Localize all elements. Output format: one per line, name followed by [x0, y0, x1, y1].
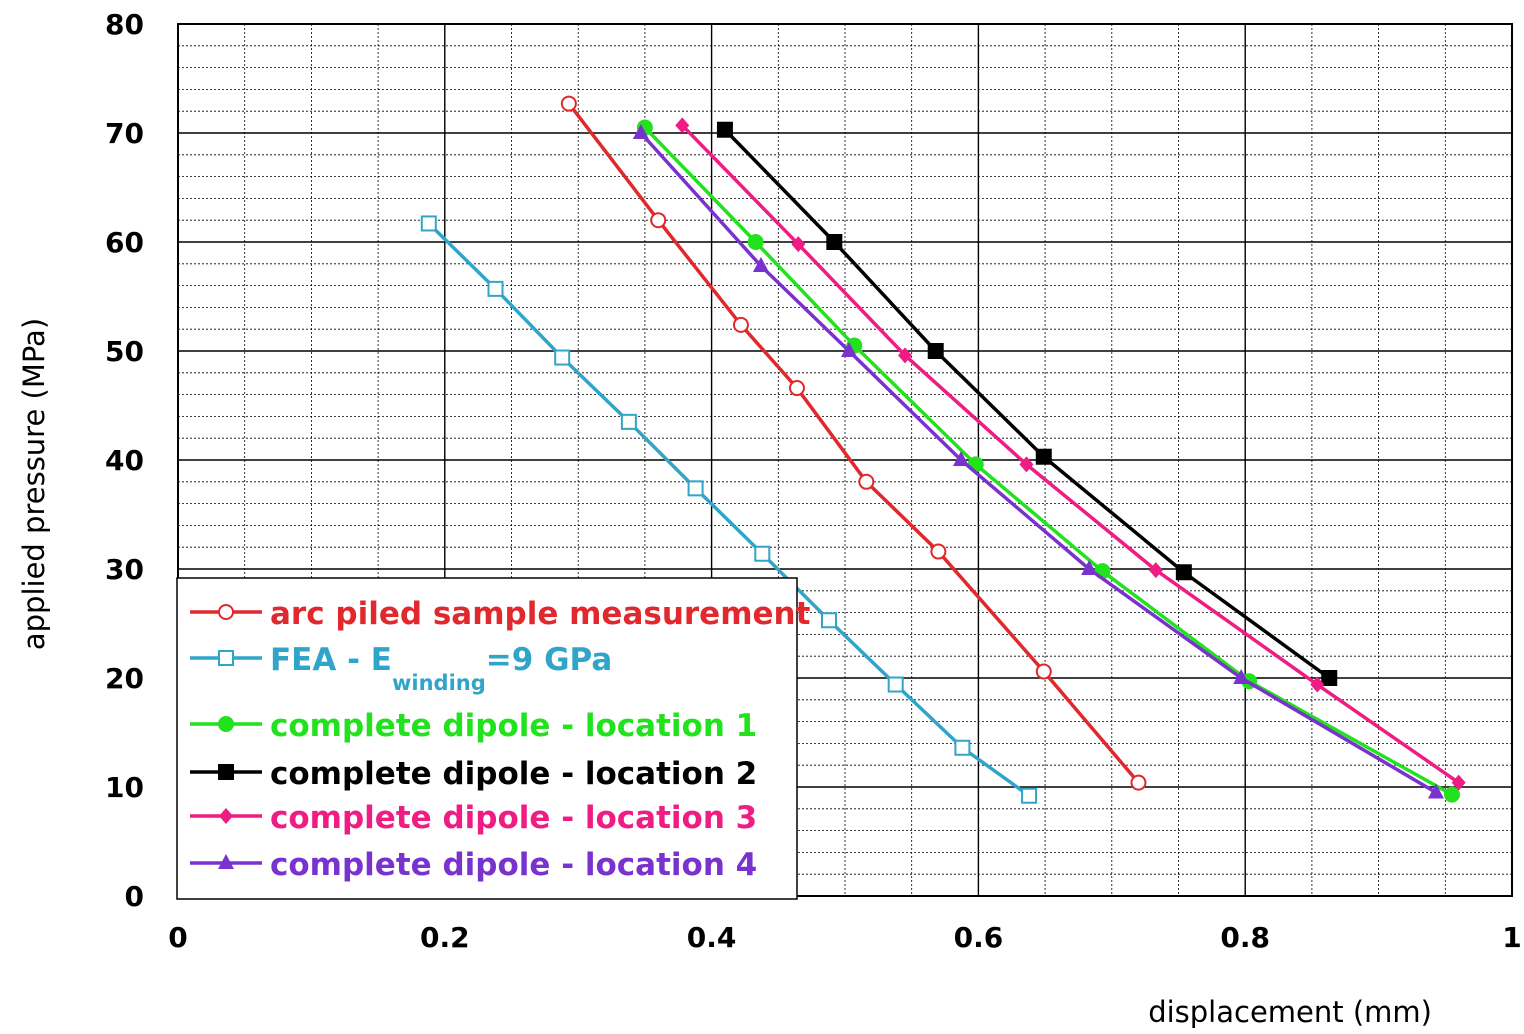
data-point	[1035, 663, 1052, 680]
data-point	[1443, 786, 1460, 803]
y-axis-label: applied pressure (MPa)	[17, 318, 51, 650]
data-point	[1148, 562, 1163, 579]
legend-marker	[218, 650, 234, 666]
x-tick-label: 0.4	[687, 921, 737, 954]
y-axis-ticks: 0 10 20 30 40 50 60 70 80	[105, 8, 144, 913]
data-point	[887, 676, 904, 693]
y-tick-label: 10	[105, 771, 144, 804]
legend-entry: complete dipole - location 2	[190, 756, 757, 792]
series-layer	[420, 95, 1466, 804]
series-1	[560, 95, 1147, 791]
legend-label-suffix: =9 GPa	[486, 642, 613, 678]
series-line	[681, 124, 1460, 785]
y-tick-label: 70	[105, 117, 144, 150]
legend-label: complete dipole - location 3	[270, 800, 757, 836]
data-point	[487, 280, 504, 297]
legend-entry: complete dipole - location 1	[190, 708, 757, 744]
x-tick-label: 0.2	[420, 921, 470, 954]
legend-marker	[218, 604, 234, 620]
data-point	[1019, 456, 1034, 473]
data-point	[841, 342, 858, 357]
legend-marker	[218, 716, 234, 732]
y-tick-label: 40	[105, 444, 144, 477]
legend-box	[176, 577, 798, 900]
data-point	[927, 343, 944, 359]
data-point	[954, 739, 971, 756]
x-axis-ticks: 0 0.2 0.4 0.6 0.8 1	[168, 921, 1521, 954]
data-point	[858, 473, 875, 490]
x-tick-label: 0.6	[954, 921, 1004, 954]
plot-area-border	[177, 23, 1513, 897]
data-point	[560, 95, 577, 112]
data-point	[1081, 560, 1098, 575]
data-point	[752, 256, 769, 272]
series-line	[567, 102, 1140, 784]
legend-entry: complete dipole - location 3	[190, 800, 757, 836]
data-point	[791, 236, 806, 253]
legend-marker	[219, 808, 233, 824]
data-point	[1021, 787, 1038, 804]
series-line	[427, 222, 1031, 798]
y-tick-label: 0	[125, 880, 144, 913]
series-5	[675, 117, 1466, 791]
x-tick-label: 0.8	[1220, 921, 1270, 954]
y-tick-label: 50	[105, 335, 144, 368]
legend-entry: arc piled sample measurement	[190, 596, 811, 632]
series-2	[420, 215, 1038, 804]
legend-marker	[218, 854, 234, 869]
y-tick-label: 20	[105, 662, 144, 695]
data-point	[953, 451, 970, 466]
series-line	[723, 128, 1331, 680]
data-point	[620, 413, 637, 430]
data-point	[554, 349, 571, 366]
data-point	[930, 543, 947, 560]
data-point	[820, 612, 837, 629]
legend-label: complete dipole - location 4	[270, 847, 757, 883]
x-tick-label: 1	[1502, 921, 1521, 954]
legend-label: complete dipole - location 2	[270, 756, 757, 792]
data-point	[1233, 669, 1250, 684]
series-6	[632, 124, 1444, 799]
legend-marker	[218, 764, 234, 780]
data-point	[1175, 564, 1192, 581]
data-point	[675, 117, 690, 134]
legend-label: complete dipole - location 1	[270, 708, 757, 744]
data-point	[632, 124, 649, 139]
data-point	[747, 234, 764, 250]
legend-label: arc piled sample measurement	[270, 596, 811, 632]
y-tick-label: 60	[105, 226, 144, 259]
data-point	[1310, 676, 1325, 693]
legend-entry: complete dipole - location 4	[190, 847, 757, 883]
data-point	[732, 316, 749, 333]
data-point	[420, 215, 437, 232]
data-point	[716, 121, 733, 138]
y-tick-label: 80	[105, 8, 144, 41]
data-point	[898, 347, 913, 364]
data-point	[1321, 670, 1338, 686]
data-point	[1451, 774, 1466, 791]
data-point	[687, 480, 704, 497]
y-tick-label: 30	[105, 553, 144, 586]
data-point	[1427, 783, 1444, 799]
data-point	[788, 380, 805, 397]
series-4	[716, 121, 1338, 686]
data-point	[754, 545, 771, 562]
x-axis-label: displacement (mm)	[1148, 995, 1432, 1029]
x-tick-label: 0	[168, 921, 187, 954]
data-point	[826, 234, 843, 250]
data-point	[1130, 774, 1147, 791]
data-point	[1035, 448, 1052, 465]
legend-label-subscript: winding	[392, 671, 486, 695]
data-point	[650, 212, 667, 229]
